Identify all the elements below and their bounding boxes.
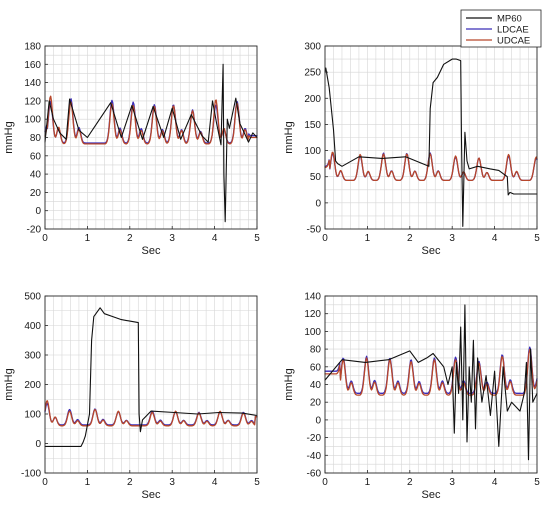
y-tick-label: 80 xyxy=(310,345,322,356)
x-tick-label: 5 xyxy=(254,477,260,488)
x-axis-label: Sec xyxy=(422,245,441,257)
series-line-mp60 xyxy=(44,63,258,223)
series-line-udcae xyxy=(324,151,538,182)
series-line-mp60 xyxy=(44,307,258,447)
x-tick-label: 4 xyxy=(212,477,218,488)
y-tick-label: 300 xyxy=(304,42,321,53)
y-axis-label: mmHg xyxy=(283,368,295,400)
x-tick-label: 3 xyxy=(449,233,455,244)
x-axis-label: Sec xyxy=(142,489,161,501)
series-line-mp60 xyxy=(324,58,538,227)
y-tick-label: 200 xyxy=(304,94,321,105)
x-tick-label: 2 xyxy=(127,233,133,244)
y-tick-label: 40 xyxy=(310,380,322,391)
y-tick-label: 200 xyxy=(24,380,41,391)
y-tick-label: 180 xyxy=(24,42,41,53)
x-tick-label: 1 xyxy=(85,477,91,488)
y-tick-label: -20 xyxy=(27,225,42,236)
series-line-udcae xyxy=(44,400,258,427)
y-tick-label: 150 xyxy=(304,120,321,131)
y-tick-label: -40 xyxy=(307,451,322,462)
y-tick-label: -20 xyxy=(307,433,322,444)
y-tick-label: 20 xyxy=(30,188,42,199)
x-tick-label: 5 xyxy=(534,233,540,244)
y-tick-label: 60 xyxy=(310,362,322,373)
y-tick-label: 100 xyxy=(304,327,321,338)
x-tick-label: 3 xyxy=(449,477,455,488)
y-tick-label: 120 xyxy=(24,96,41,107)
x-tick-label: 4 xyxy=(492,477,498,488)
x-tick-label: 2 xyxy=(127,477,133,488)
y-tick-label: 80 xyxy=(30,133,42,144)
y-tick-label: 20 xyxy=(310,398,322,409)
x-tick-label: 1 xyxy=(365,477,371,488)
y-tick-label: 100 xyxy=(24,115,41,126)
y-tick-label: 50 xyxy=(310,172,322,183)
x-tick-label: 4 xyxy=(492,233,498,244)
y-tick-label: -100 xyxy=(21,469,41,480)
y-tick-label: -50 xyxy=(307,225,322,236)
y-tick-label: 300 xyxy=(24,351,41,362)
legend-label-mp60: MP60 xyxy=(497,14,522,25)
x-tick-label: 0 xyxy=(42,233,48,244)
plot-frame xyxy=(324,45,538,230)
x-tick-label: 5 xyxy=(534,477,540,488)
x-tick-label: 0 xyxy=(322,477,328,488)
y-axis-label: mmHg xyxy=(3,121,15,153)
x-tick-label: 3 xyxy=(169,233,175,244)
y-tick-label: 0 xyxy=(315,415,321,426)
x-tick-label: 4 xyxy=(212,233,218,244)
x-axis-label: Sec xyxy=(422,489,441,501)
y-tick-label: 0 xyxy=(35,439,41,450)
y-tick-label: 40 xyxy=(30,170,42,181)
x-tick-label: 3 xyxy=(169,477,175,488)
y-tick-label: 100 xyxy=(24,410,41,421)
y-tick-label: 140 xyxy=(24,78,41,89)
y-axis-label: mmHg xyxy=(3,368,15,400)
y-tick-label: 250 xyxy=(304,68,321,79)
y-tick-label: 100 xyxy=(304,146,321,157)
y-tick-label: 60 xyxy=(30,151,42,162)
y-tick-label: 140 xyxy=(304,292,321,303)
x-tick-label: 1 xyxy=(365,233,371,244)
y-tick-label: 500 xyxy=(24,292,41,303)
series-line-udcae xyxy=(324,349,538,396)
x-tick-label: 5 xyxy=(254,233,260,244)
x-tick-label: 1 xyxy=(85,233,91,244)
x-tick-label: 2 xyxy=(407,477,413,488)
y-tick-label: 0 xyxy=(35,206,41,217)
legend-label-udcae: UDCAE xyxy=(497,36,530,47)
x-axis-label: Sec xyxy=(142,245,161,257)
x-tick-label: 0 xyxy=(42,477,48,488)
legend-label-ldcae: LDCAE xyxy=(497,25,529,36)
x-tick-label: 2 xyxy=(407,233,413,244)
y-tick-label: -60 xyxy=(307,469,322,480)
y-tick-label: 160 xyxy=(24,60,41,71)
y-tick-label: 0 xyxy=(315,198,321,209)
chart-panel-4: 0 1 2 3 4 5 -60 -40 -20 0 20 40 60 80 100 120 140 Sec mmHg xyxy=(283,292,540,502)
y-tick-label: 120 xyxy=(304,309,321,320)
x-tick-label: 0 xyxy=(322,233,328,244)
series-line-mp60 xyxy=(324,304,538,461)
y-tick-label: 400 xyxy=(24,321,41,332)
y-axis-label: mmHg xyxy=(283,121,295,153)
